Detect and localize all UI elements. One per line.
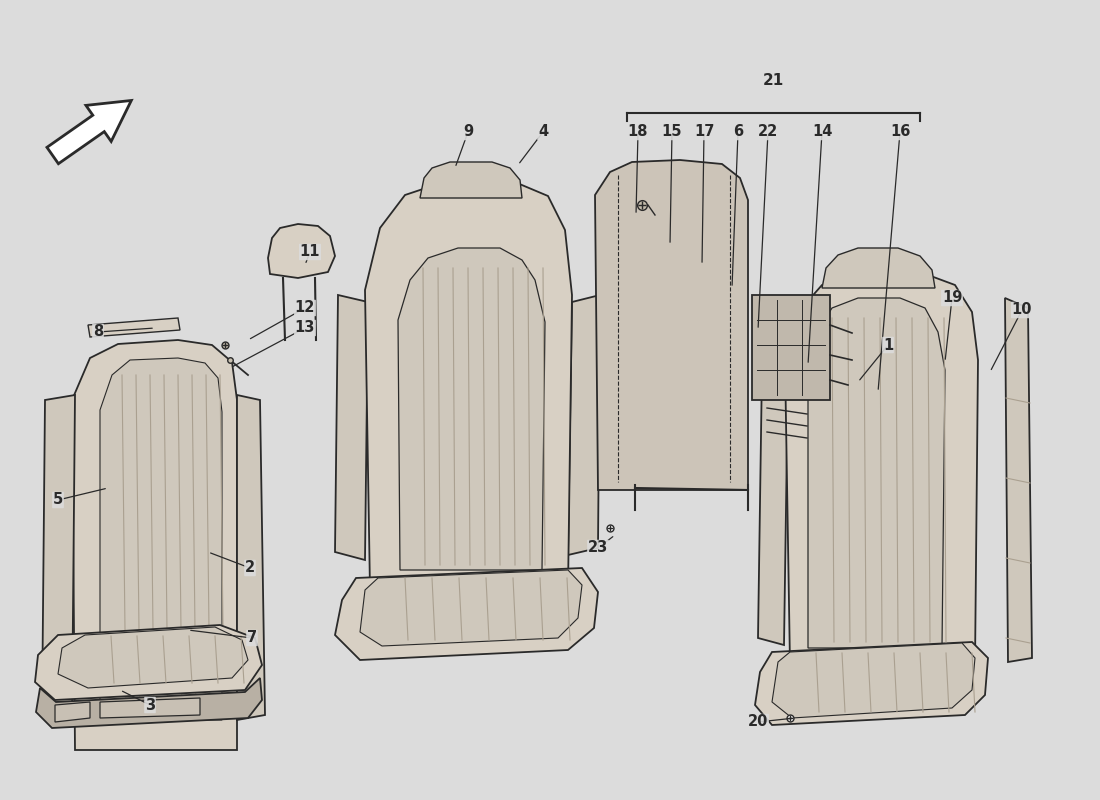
Text: 16: 16 [890,125,910,139]
Text: 8: 8 [92,325,103,339]
Polygon shape [568,295,600,555]
Text: 17: 17 [694,125,714,139]
Polygon shape [1005,298,1032,662]
Text: eurOparts: eurOparts [359,392,738,458]
Polygon shape [35,625,262,700]
Text: 9: 9 [463,125,473,139]
Polygon shape [398,248,544,570]
Polygon shape [822,248,935,288]
Polygon shape [420,162,522,198]
Polygon shape [336,568,598,660]
Text: 12: 12 [295,301,316,315]
Polygon shape [365,180,572,590]
Polygon shape [268,224,336,278]
Polygon shape [100,698,200,718]
Polygon shape [88,318,180,337]
Text: 1: 1 [883,338,893,353]
Polygon shape [72,340,236,750]
Text: 11: 11 [299,245,320,259]
Polygon shape [236,395,265,720]
Text: 4: 4 [538,125,548,139]
Text: 6: 6 [733,125,744,139]
Polygon shape [785,272,978,665]
Text: 5: 5 [53,493,63,507]
Polygon shape [58,627,248,688]
Polygon shape [772,643,975,718]
Polygon shape [42,395,75,720]
Polygon shape [360,570,582,646]
Polygon shape [336,295,368,560]
Polygon shape [36,678,262,728]
Text: 10: 10 [1012,302,1032,318]
Text: 14: 14 [812,125,833,139]
Polygon shape [55,702,90,722]
Text: 19: 19 [942,290,962,306]
Text: 2: 2 [245,561,255,575]
Text: 18: 18 [628,125,648,139]
Polygon shape [595,160,748,490]
Polygon shape [47,101,131,164]
Polygon shape [100,358,222,720]
Text: 23: 23 [587,541,608,555]
Text: 21: 21 [762,73,783,88]
Polygon shape [758,368,788,645]
Text: 15: 15 [662,125,682,139]
Text: 13: 13 [295,321,316,335]
Text: 7: 7 [246,630,257,646]
Text: 3: 3 [145,698,155,713]
Polygon shape [808,298,945,648]
Polygon shape [755,642,988,725]
Polygon shape [752,295,830,400]
Text: 20: 20 [748,714,768,730]
Text: 22: 22 [758,125,778,139]
